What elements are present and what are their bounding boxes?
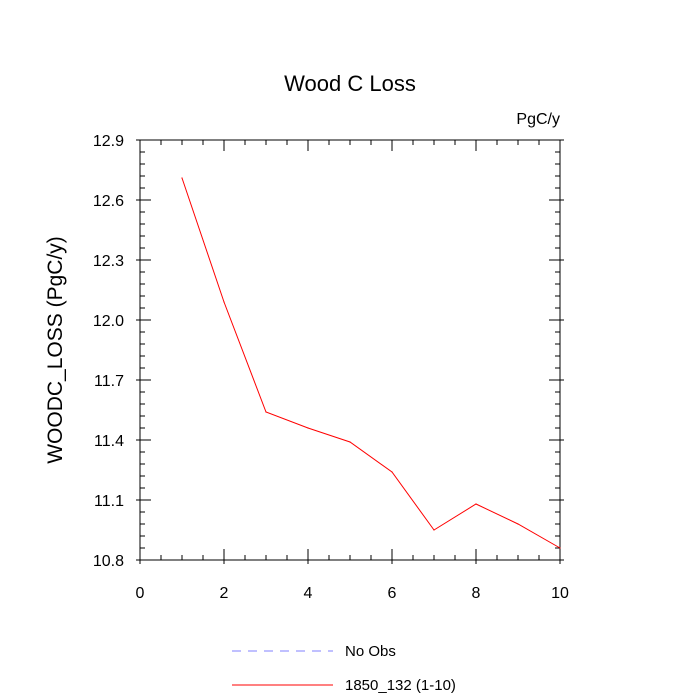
plot-frame [139, 139, 561, 561]
y-axis-label: WOODC_LOSS (PgC/y) [44, 236, 67, 464]
data-point [307, 427, 309, 429]
y-tick-label: 11.4 [94, 433, 124, 450]
data-point [517, 523, 519, 525]
y-tick-label: 12.9 [93, 133, 124, 150]
y-tick-label: 12.0 [93, 313, 124, 330]
data-point [433, 529, 435, 531]
y-tick-label: 11.7 [94, 373, 124, 390]
x-tick-label: 6 [388, 585, 397, 602]
legend: No Obs 1850_132 (1-10) [232, 643, 456, 694]
plot-area: 0 2 4 6 8 10 10.8 11.1 11.4 11.7 12.0 12.3 12.6 12.9 [93, 133, 569, 602]
x-tick-label: 4 [304, 585, 313, 602]
y-tick-label: 12.3 [93, 253, 124, 270]
data-point [475, 503, 477, 505]
x-tick-label: 2 [220, 585, 229, 602]
data-point [391, 471, 393, 473]
x-tick-label: 0 [136, 585, 145, 602]
data-point [349, 441, 351, 443]
x-tick-label: 8 [472, 585, 481, 602]
legend-label-0: No Obs [345, 643, 396, 660]
data-point [559, 547, 561, 549]
y-tick-label: 10.8 [93, 553, 124, 570]
data-point [223, 301, 225, 303]
data-point [265, 411, 267, 413]
x-tick-label: 10 [551, 585, 569, 602]
y-tick-label: 12.6 [93, 193, 124, 210]
y-tick-label: 11.1 [94, 493, 124, 510]
chart-title: Wood C Loss [284, 71, 416, 96]
data-point [181, 177, 183, 179]
units-label: PgC/y [516, 111, 560, 128]
legend-label-1: 1850_132 (1-10) [345, 677, 456, 694]
series-line-1 [181, 177, 561, 549]
